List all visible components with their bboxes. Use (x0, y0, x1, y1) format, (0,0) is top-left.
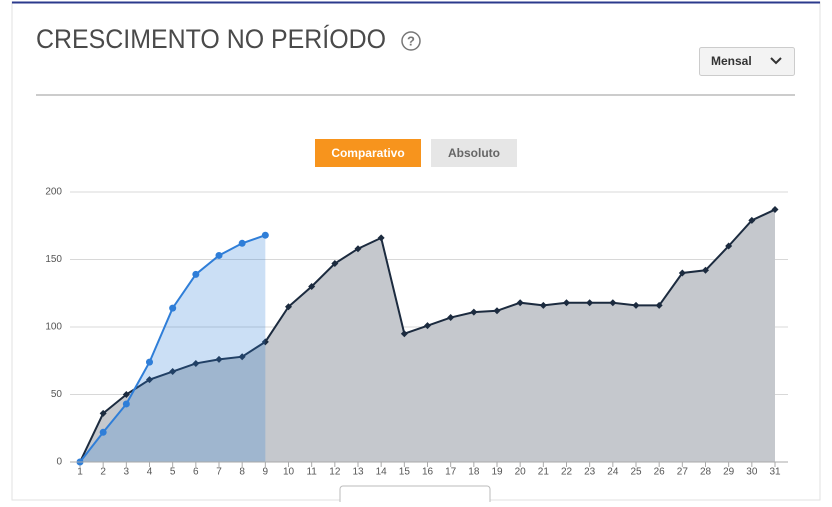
point (377, 234, 385, 242)
tab-label: Comparativo (331, 146, 404, 160)
x-tick-label: 26 (654, 467, 666, 478)
point (725, 242, 733, 250)
x-tick-label: 12 (329, 467, 341, 478)
tab[interactable] (431, 139, 517, 167)
tab-active[interactable] (315, 139, 421, 167)
x-tick-label: 27 (677, 467, 689, 478)
point (192, 359, 200, 367)
x-tick-label: 6 (193, 467, 199, 478)
x-tick-label: 1 (77, 467, 83, 478)
point (493, 307, 501, 315)
y-tick-label: 200 (45, 187, 62, 198)
point (470, 308, 478, 316)
dropdown-box[interactable] (699, 47, 795, 76)
x-tick-label: 28 (700, 467, 712, 478)
point (424, 322, 431, 330)
x-tick-label: 7 (216, 467, 222, 478)
tab-label: Absoluto (448, 146, 500, 160)
point (516, 299, 524, 307)
x-tick-label: 14 (376, 467, 388, 478)
dropdown[interactable]: Mensal (699, 47, 795, 76)
x-tick-label: 11 (306, 467, 317, 478)
y-tick-label: 150 (45, 254, 62, 265)
x-tick-label: 3 (124, 467, 130, 478)
point (447, 314, 455, 322)
title: CRESCIMENTO NO PERÍODO (36, 24, 386, 54)
x-tick-label: 15 (399, 467, 411, 478)
x-tick-label: 9 (263, 467, 269, 478)
point (261, 231, 269, 239)
point (586, 299, 594, 307)
point (99, 409, 107, 417)
x-tick-label: 13 (352, 467, 364, 478)
help-icon[interactable] (401, 31, 421, 51)
x-tick-label: 30 (746, 467, 758, 478)
point (678, 269, 686, 277)
x-tick-label: 2 (100, 467, 106, 478)
x-tick-label: 24 (607, 467, 619, 478)
x-tick-label: 18 (468, 467, 480, 478)
x-tick-label: 20 (515, 467, 527, 478)
area (80, 209, 775, 462)
x-tick-label: 4 (147, 467, 153, 478)
y-tick-label: 100 (45, 322, 62, 333)
point (169, 368, 177, 376)
point (215, 355, 223, 363)
point (192, 270, 200, 278)
point (400, 330, 408, 338)
x-tick-label: 19 (491, 467, 503, 478)
x-tick-label: 10 (283, 467, 295, 478)
legend (339, 485, 491, 507)
point (215, 251, 223, 259)
x-tick-label: 17 (445, 467, 457, 478)
point (771, 206, 779, 214)
point (285, 303, 292, 311)
point (539, 301, 547, 309)
x-tick-label: 31 (769, 467, 781, 478)
point (354, 245, 362, 253)
point (238, 239, 246, 247)
x-tick-label: 23 (584, 467, 596, 478)
point (609, 299, 617, 307)
x-tick-label: 25 (630, 467, 642, 478)
point (563, 299, 570, 307)
point (146, 358, 153, 366)
point (99, 428, 107, 436)
point (308, 283, 316, 290)
dropdown-label: Mensal (711, 54, 752, 68)
point (261, 338, 269, 346)
x-tick-label: 29 (723, 467, 735, 478)
x-tick-label: 8 (239, 467, 245, 478)
point (122, 391, 130, 398)
point (122, 400, 130, 408)
point (655, 301, 663, 309)
y-tick-label: 0 (56, 457, 62, 468)
point (702, 266, 709, 274)
point (632, 301, 640, 309)
dropdown-arrow (770, 57, 782, 65)
point (169, 304, 177, 312)
x-tick-label: 21 (538, 467, 550, 478)
point (331, 260, 339, 268)
point (238, 353, 246, 361)
point (146, 376, 153, 384)
point (748, 216, 756, 224)
x-tick-label: 22 (561, 467, 573, 478)
x-tick-label: 5 (170, 467, 176, 478)
help-text: ? (407, 33, 415, 48)
y-tick-label: 50 (51, 389, 63, 400)
x-tick-label: 16 (422, 467, 434, 478)
